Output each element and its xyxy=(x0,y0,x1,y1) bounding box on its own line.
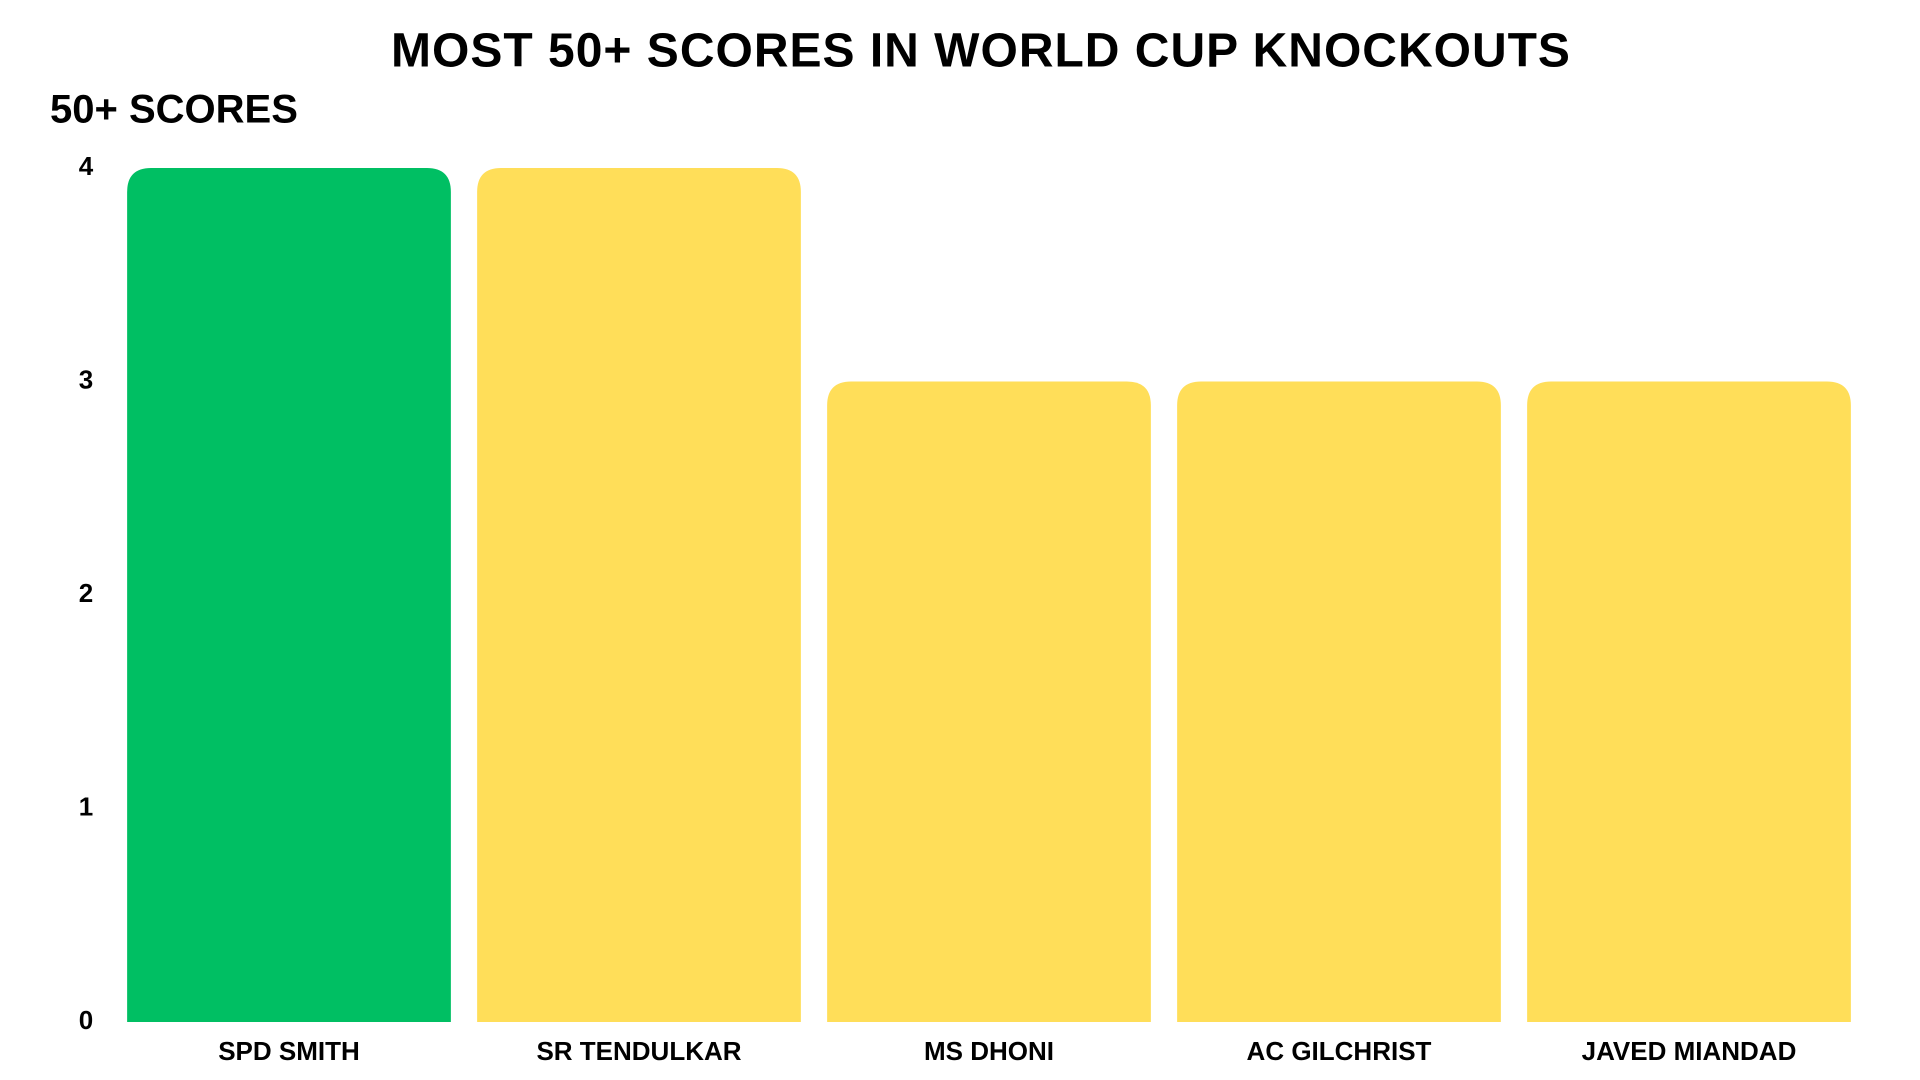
x-tick-label: SR TENDULKAR xyxy=(536,1036,741,1066)
y-axis-title: 50+ SCORES xyxy=(50,88,298,132)
chart-title: MOST 50+ SCORES IN WORLD CUP KNOCKOUTS xyxy=(391,25,1571,78)
x-tick-label: SPD SMITH xyxy=(218,1036,360,1066)
bar xyxy=(1177,381,1501,1022)
y-tick-label: 0 xyxy=(79,1005,93,1035)
bar xyxy=(1527,381,1851,1022)
bar xyxy=(127,168,451,1022)
bar xyxy=(477,168,801,1022)
y-tick-label: 2 xyxy=(79,578,93,608)
y-tick-label: 3 xyxy=(79,364,93,394)
x-tick-label: MS DHONI xyxy=(924,1036,1054,1066)
y-tick-label: 1 xyxy=(79,791,93,821)
y-tick-label: 4 xyxy=(79,151,94,181)
x-tick-label: JAVED MIANDAD xyxy=(1582,1036,1797,1066)
bar xyxy=(827,381,1151,1022)
x-tick-label: AC GILCHRIST xyxy=(1247,1036,1432,1066)
